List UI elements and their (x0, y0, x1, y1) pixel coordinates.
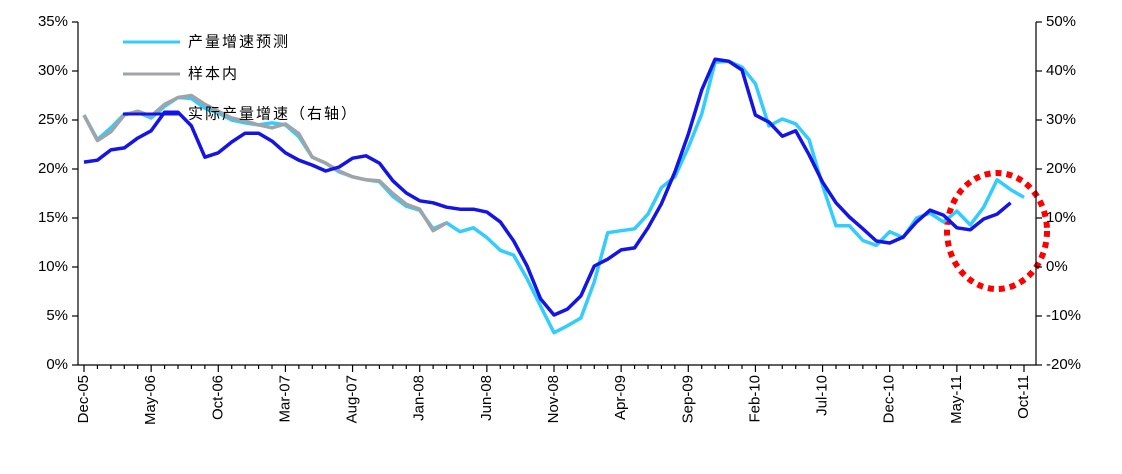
x-tick-label: Nov-08 (545, 375, 562, 423)
y-tick-label: 20% (38, 160, 68, 177)
x-tick-label: Dec-05 (75, 375, 92, 423)
y-tick-label: 0% (46, 356, 68, 373)
y2-tick-label: 40% (1046, 62, 1076, 79)
x-tick-label: Oct-11 (1015, 375, 1032, 419)
x-tick-label: Dec-10 (881, 375, 898, 423)
x-tick-label: Jun-08 (478, 375, 495, 421)
y2-tick-label: -20% (1046, 356, 1081, 373)
y2-tick-label: 50% (1046, 13, 1076, 30)
x-tick-label: Mar-07 (276, 375, 293, 423)
y2-tick-label: 20% (1046, 160, 1076, 177)
y-tick-label: 25% (38, 111, 68, 128)
highlight-circle (944, 170, 1050, 292)
y-tick-label: 15% (38, 209, 68, 226)
y-tick-label: 30% (38, 62, 68, 79)
y2-tick-label: 10% (1046, 209, 1076, 226)
legend-label: 实际产量增速（右轴） (188, 105, 358, 123)
y-tick-label: 5% (46, 307, 68, 324)
x-tick-label: May-06 (142, 375, 159, 425)
series-line (83, 57, 1012, 317)
x-tick-label: Feb-10 (746, 375, 763, 423)
x-tick-label: Sep-09 (679, 375, 696, 423)
y-tick-label: 10% (38, 258, 68, 275)
legend-label: 样本内 (188, 65, 239, 83)
legend-label: 产量增速预测 (188, 33, 290, 51)
x-tick-label: Oct-06 (209, 375, 226, 420)
x-tick-label: May-11 (948, 375, 965, 424)
y-tick-label: 35% (38, 13, 68, 30)
series-line (82, 59, 1025, 335)
x-tick-label: Aug-07 (344, 375, 361, 423)
x-tick-label: Jan-08 (411, 375, 428, 421)
x-tick-label: Jul-10 (814, 375, 831, 416)
y2-tick-label: 0% (1046, 258, 1068, 275)
y2-tick-label: -10% (1046, 307, 1081, 324)
y2-tick-label: 30% (1046, 111, 1076, 128)
x-tick-label: Apr-09 (612, 375, 629, 420)
